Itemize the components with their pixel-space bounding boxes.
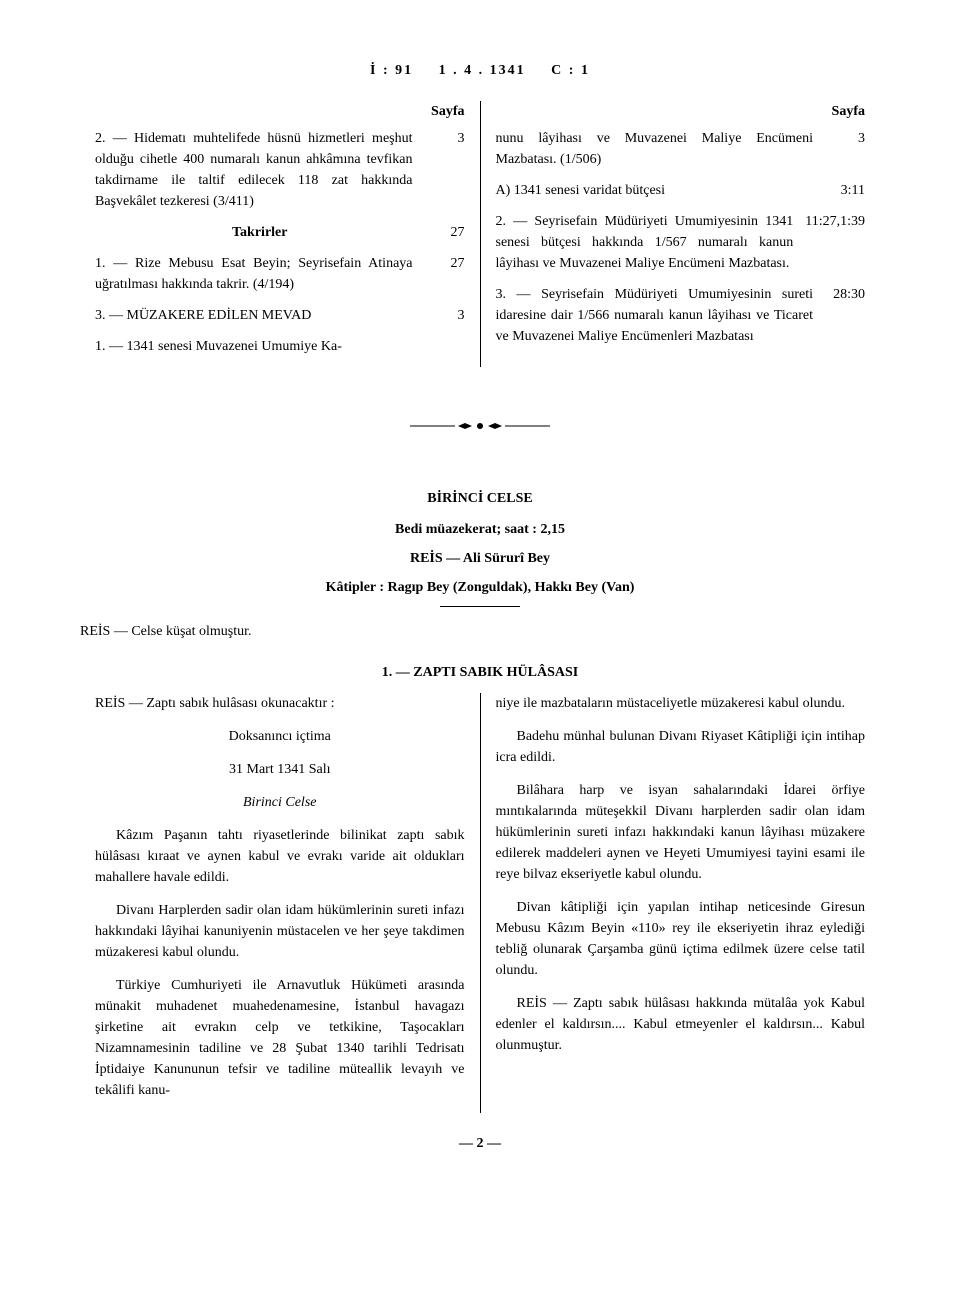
entry-page: 27	[425, 253, 465, 274]
session-reis: REİS — Ali Sürurî Bey	[80, 548, 880, 569]
zapti-columns: REİS — Zaptı sabık hulâsası okunacaktır …	[80, 693, 880, 1113]
zapti-para: REİS — Zaptı sabık hülâsası hakkında müt…	[496, 993, 866, 1056]
takrirler-page: 27	[425, 222, 465, 243]
zapti-celse: Birinci Celse	[95, 792, 465, 813]
doc-header: İ : 91 1 . 4 . 1341 C : 1	[80, 60, 880, 81]
ornament-icon	[410, 421, 550, 431]
entry-text: nunu lâyihası ve Muvazenei Maliye Encüme…	[496, 128, 814, 170]
entry-page: 3	[425, 305, 465, 326]
index-left-col: Sayfa 2. — Hidematı muhtelifede hüsnü hi…	[80, 101, 480, 367]
index-entry: 3. — MÜZAKERE EDİLEN MEVAD 3	[95, 305, 465, 326]
index-entry: 2. — Seyrisefain Müdüriyeti Umumiyesinin…	[496, 211, 866, 274]
section-ornament	[80, 417, 880, 438]
zapti-line: REİS — Zaptı sabık hulâsası okunacaktır …	[95, 693, 465, 714]
session-meta-line: Bedi müazekerat; saat : 2,15	[80, 519, 880, 540]
zapti-para: Divanı Harplerden sadir olan idam hüküml…	[95, 900, 465, 963]
entry-page: 3	[825, 128, 865, 149]
entry-page: 28:30	[825, 284, 865, 305]
entry-text: 3. — Seyrisefain Müdüriyeti Umumiyesinin…	[496, 284, 814, 347]
entry-page: 11:27,1:39	[805, 211, 865, 232]
zapti-right-col: niye ile mazbataların müstaceliyetle müz…	[481, 693, 881, 1113]
zapti-title: 1. — ZAPTI SABIK HÜLÂSASI	[80, 662, 880, 683]
index-entry: A) 1341 senesi varidat bütçesi 3:11	[496, 180, 866, 201]
session-title: BİRİNCİ CELSE	[80, 488, 880, 509]
entry-label: 3. — MÜZAKERE EDİLEN MEVAD	[95, 305, 413, 326]
header-c: C : 1	[551, 63, 590, 78]
index-entry: 1. — Rize Mebusu Esat Beyin; Seyrisefain…	[95, 253, 465, 295]
entry-text: 2. — Hidematı muhtelifede hüsnü hizmetle…	[95, 128, 413, 212]
zapti-sub: Doksanıncı içtima	[95, 726, 465, 747]
zapti-left-col: REİS — Zaptı sabık hulâsası okunacaktır …	[80, 693, 480, 1113]
takrirler-row: Takrirler 27	[95, 222, 465, 243]
zapti-sub: 31 Mart 1341 Salı	[95, 759, 465, 780]
index-entry-continued: 1. — 1341 senesi Muvazenei Umumiye Ka-	[95, 336, 465, 357]
sayfa-heading-left: Sayfa	[95, 101, 465, 122]
zapti-para: Divan kâtipliği için yapılan intihap net…	[496, 897, 866, 981]
entry-text: 2. — Seyrisefain Müdüriyeti Umumiyesinin…	[496, 211, 794, 274]
header-i: İ : 91	[370, 63, 413, 78]
zapti-para: Badehu münhal bulunan Divanı Riyaset Kât…	[496, 726, 866, 768]
index-right-col: Sayfa nunu lâyihası ve Muvazenei Maliye …	[481, 101, 881, 367]
header-date: 1 . 4 . 1341	[439, 63, 526, 78]
entry-page: 3	[425, 128, 465, 149]
zapti-para: Bilâhara harp ve isyan sahalarındaki İda…	[496, 780, 866, 885]
entry-page: 3:11	[825, 180, 865, 201]
takrirler-label: Takrirler	[95, 222, 425, 243]
index-entry: 2. — Hidematı muhtelifede hüsnü hizmetle…	[95, 128, 465, 212]
index-entry: nunu lâyihası ve Muvazenei Maliye Encüme…	[496, 128, 866, 170]
reis-open-line: REİS — Celse küşat olmuştur.	[80, 621, 880, 642]
entry-text: 1. — 1341 senesi Muvazenei Umumiye Ka-	[95, 336, 465, 357]
entry-text: A) 1341 senesi varidat bütçesi	[496, 180, 814, 201]
small-rule	[440, 606, 520, 607]
sayfa-heading-right: Sayfa	[496, 101, 866, 122]
index-entry: 3. — Seyrisefain Müdüriyeti Umumiyesinin…	[496, 284, 866, 347]
zapti-para: Kâzım Paşanın tahtı riyasetlerinde bilin…	[95, 825, 465, 888]
page-number: — 2 —	[80, 1133, 880, 1154]
entry-text: 1. — Rize Mebusu Esat Beyin; Seyrisefain…	[95, 253, 413, 295]
index-columns: Sayfa 2. — Hidematı muhtelifede hüsnü hi…	[80, 101, 880, 367]
zapti-para: niye ile mazbataların müstaceliyetle müz…	[496, 693, 866, 714]
session-katipler: Kâtipler : Ragıp Bey (Zonguldak), Hakkı …	[80, 577, 880, 598]
zapti-para: Türkiye Cumhuriyeti ile Arnavutluk Hüküm…	[95, 975, 465, 1101]
